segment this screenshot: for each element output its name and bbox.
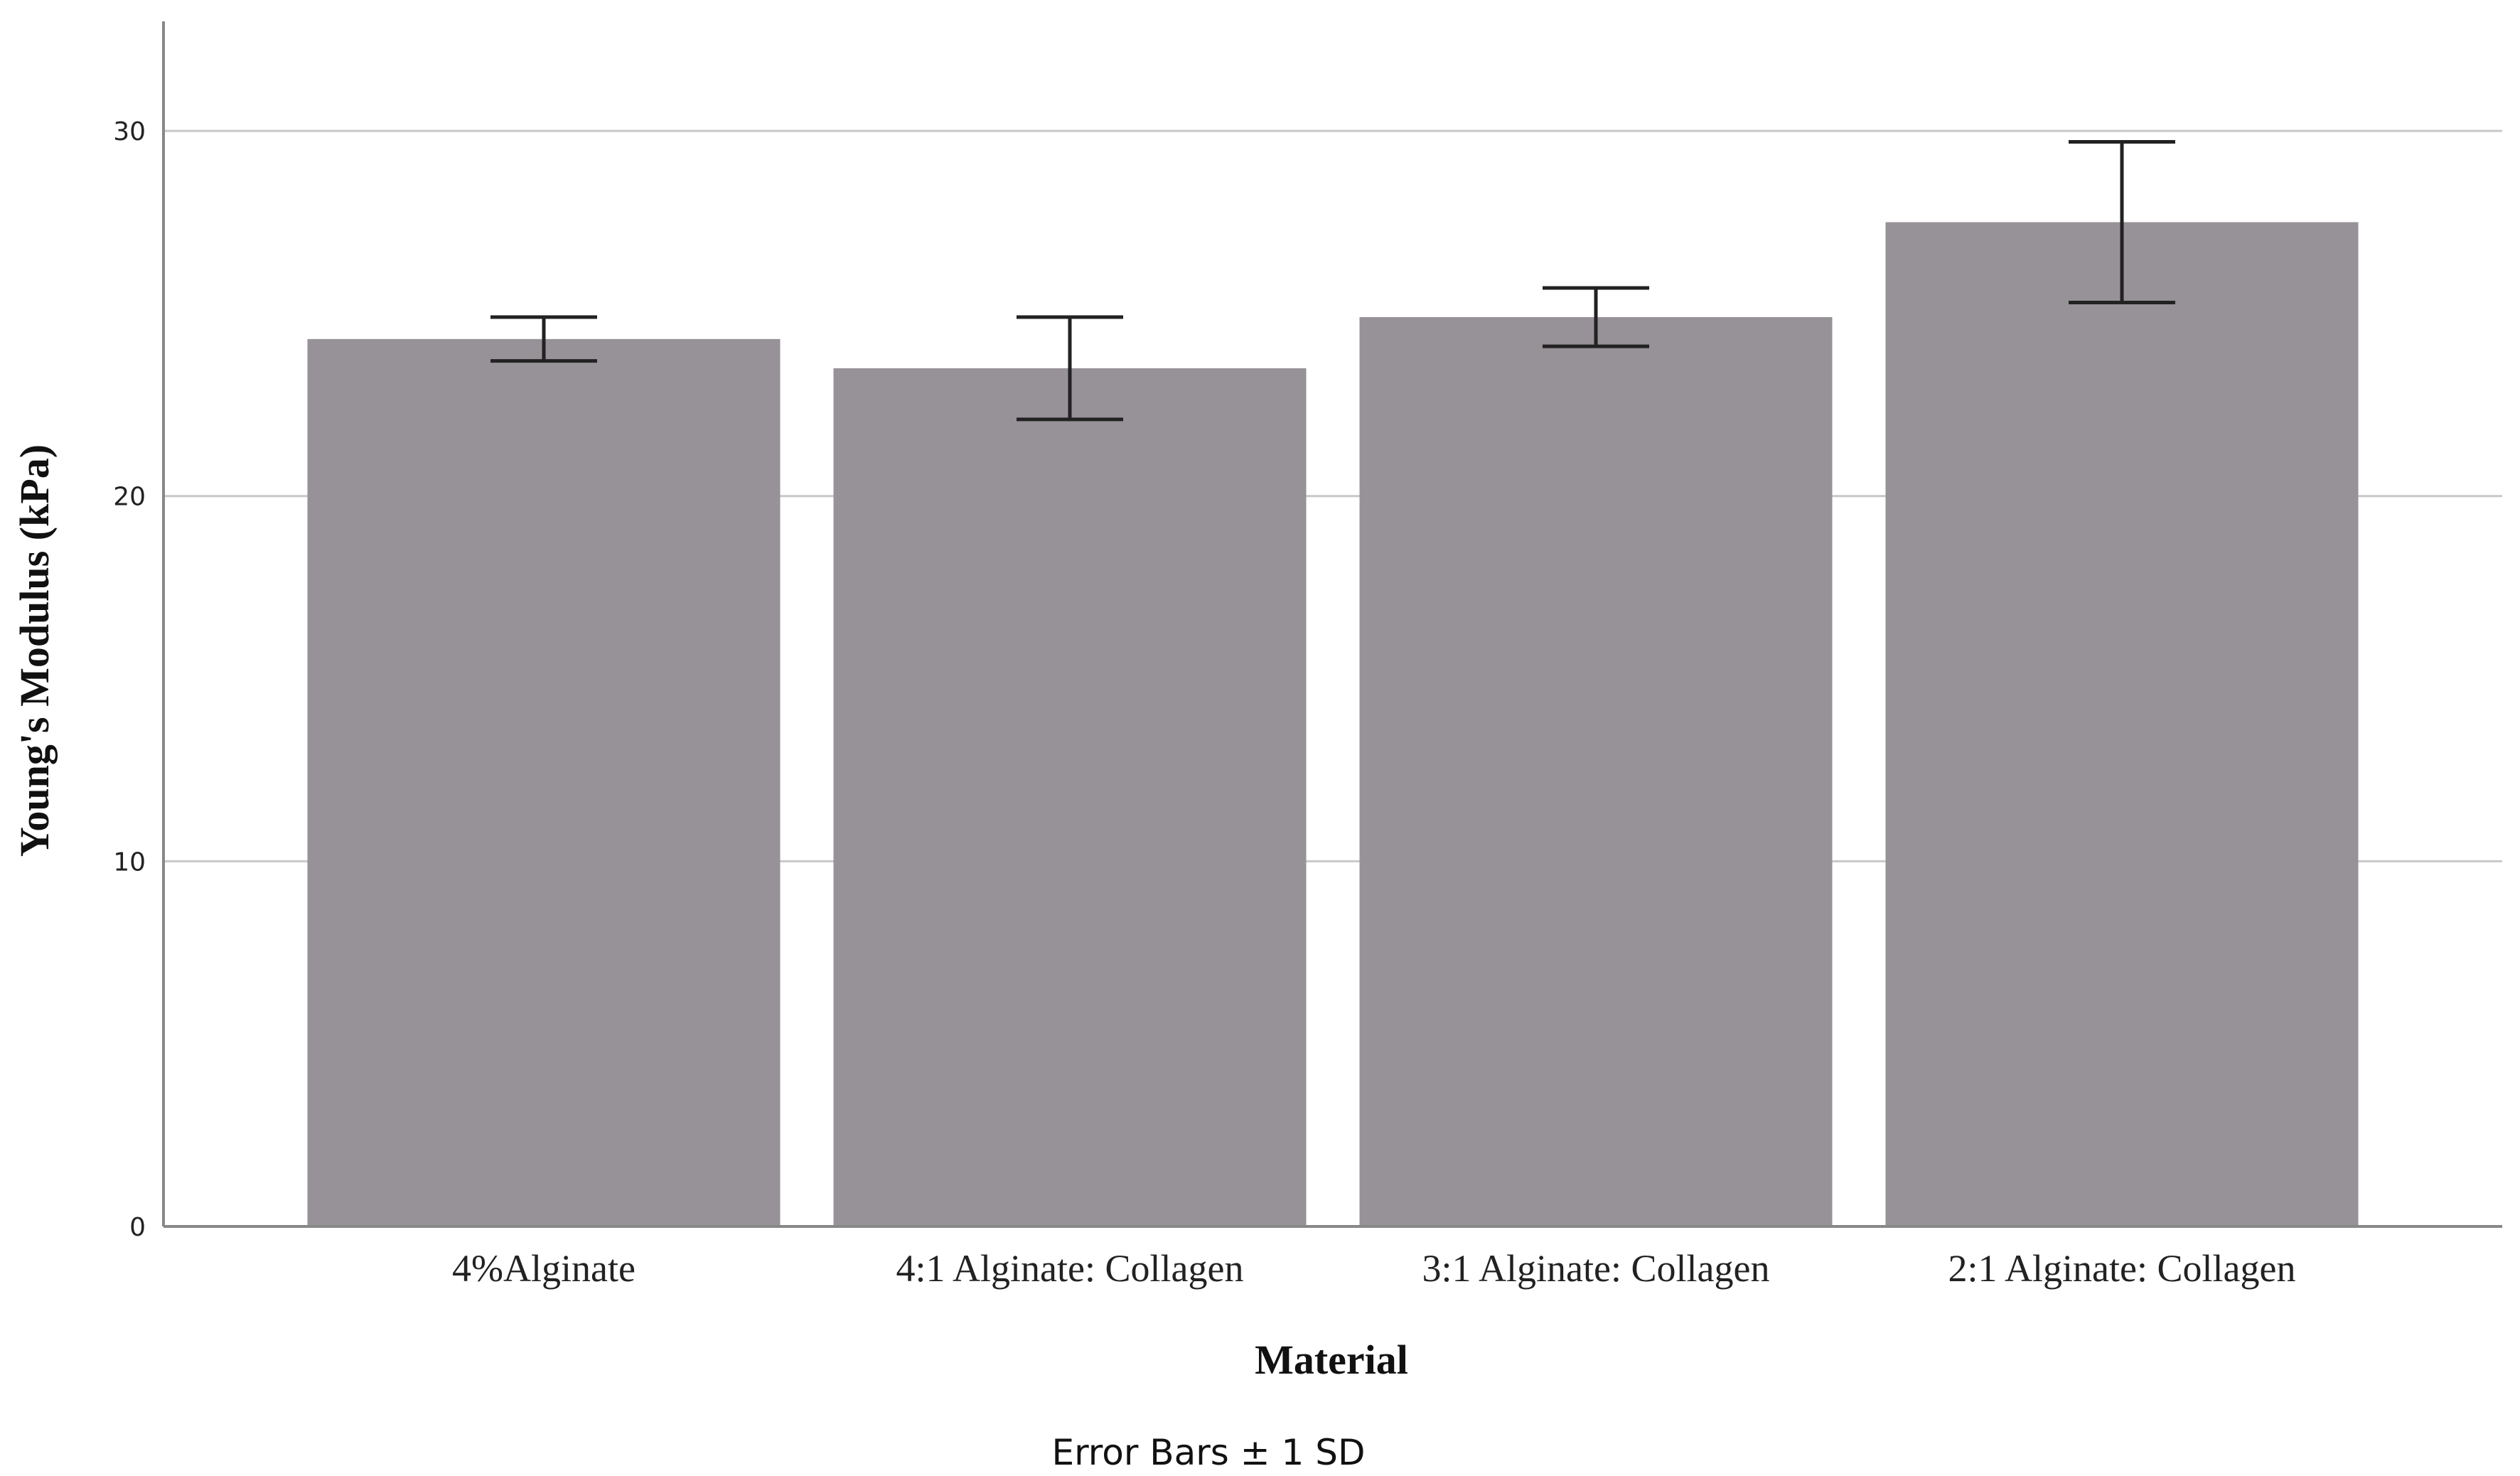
error-bars (490, 140, 2175, 422)
x-axis-title: Material (1255, 1337, 1408, 1383)
bar-2 (833, 368, 1307, 1226)
x-tick-label: 4%Alginate (452, 1247, 636, 1290)
x-tick-labels: 4%Alginate 4:1 Alginate: Collagen 3:1 Algi… (452, 1247, 2295, 1290)
y-tick-labels: 0 10 20 30 (113, 117, 146, 1242)
error-bar-3 (1543, 286, 1649, 348)
error-bar-2 (1017, 315, 1123, 422)
y-tick-label: 20 (113, 483, 146, 512)
bar-3 (1359, 317, 1833, 1227)
axes (162, 21, 2502, 1228)
y-tick-label: 0 (129, 1213, 146, 1242)
error-bars-footnote: Error Bars ± 1 SD (1052, 1432, 1366, 1473)
x-tick-label: 4:1 Alginate: Collagen (896, 1247, 1244, 1290)
bar-1 (307, 338, 781, 1226)
error-bar-4 (2069, 140, 2175, 304)
x-tick-label: 2:1 Alginate: Collagen (1948, 1247, 2296, 1290)
x-tick-label: 3:1 Alginate: Collagen (1422, 1247, 1770, 1290)
y-axis-title: Young's Modulus (kPa) (11, 444, 58, 857)
bar-4 (1885, 222, 2359, 1226)
y-tick-label: 30 (113, 117, 146, 146)
y-tick-label: 10 (113, 847, 146, 877)
bars (307, 222, 2359, 1227)
error-bar-1 (490, 315, 597, 363)
